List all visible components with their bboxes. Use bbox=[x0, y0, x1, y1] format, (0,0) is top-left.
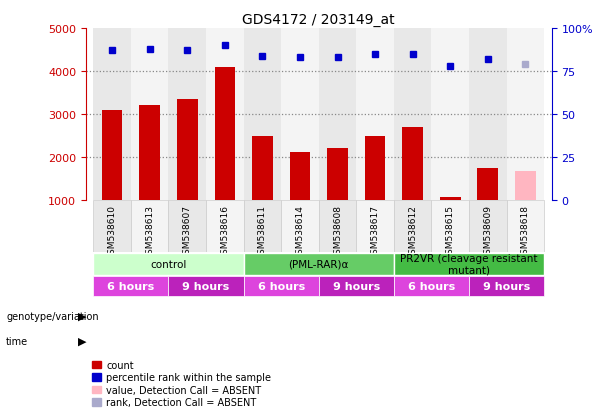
Text: 6 hours: 6 hours bbox=[408, 282, 455, 292]
Bar bbox=[139, 105, 160, 201]
Bar bbox=[252, 137, 273, 201]
Bar bbox=[432, 29, 469, 201]
Text: GSM538618: GSM538618 bbox=[521, 205, 530, 259]
Bar bbox=[402, 128, 423, 201]
Bar bbox=[365, 137, 386, 201]
FancyBboxPatch shape bbox=[394, 277, 469, 297]
Text: ▶: ▶ bbox=[78, 311, 87, 321]
FancyBboxPatch shape bbox=[243, 277, 319, 297]
Legend: count, percentile rank within the sample, value, Detection Call = ABSENT, rank, : count, percentile rank within the sample… bbox=[91, 359, 272, 408]
Text: ▶: ▶ bbox=[78, 336, 87, 346]
FancyBboxPatch shape bbox=[506, 201, 544, 253]
Bar bbox=[290, 152, 310, 201]
Text: GSM538612: GSM538612 bbox=[408, 205, 417, 259]
Text: GSM538616: GSM538616 bbox=[220, 205, 229, 259]
FancyBboxPatch shape bbox=[243, 201, 281, 253]
Text: GSM538609: GSM538609 bbox=[483, 205, 492, 259]
FancyBboxPatch shape bbox=[243, 253, 394, 275]
Text: GSM538614: GSM538614 bbox=[295, 205, 305, 259]
FancyBboxPatch shape bbox=[169, 277, 243, 297]
Bar bbox=[169, 29, 206, 201]
Text: GSM538610: GSM538610 bbox=[108, 205, 116, 259]
Bar bbox=[356, 29, 394, 201]
FancyBboxPatch shape bbox=[281, 201, 319, 253]
Bar bbox=[440, 198, 460, 201]
Bar bbox=[319, 29, 356, 201]
FancyBboxPatch shape bbox=[469, 277, 544, 297]
FancyBboxPatch shape bbox=[319, 277, 394, 297]
Bar bbox=[206, 29, 243, 201]
Bar bbox=[515, 171, 536, 201]
Bar bbox=[469, 29, 506, 201]
Text: 9 hours: 9 hours bbox=[183, 282, 230, 292]
FancyBboxPatch shape bbox=[93, 253, 243, 275]
Bar bbox=[102, 110, 123, 201]
FancyBboxPatch shape bbox=[319, 201, 356, 253]
Bar bbox=[243, 29, 281, 201]
Text: PR2VR (cleavage resistant
mutant): PR2VR (cleavage resistant mutant) bbox=[400, 254, 538, 275]
FancyBboxPatch shape bbox=[169, 201, 206, 253]
Text: (PML-RAR)α: (PML-RAR)α bbox=[289, 259, 349, 269]
FancyBboxPatch shape bbox=[206, 201, 243, 253]
Bar bbox=[506, 29, 544, 201]
Bar bbox=[327, 149, 348, 201]
Text: 9 hours: 9 hours bbox=[333, 282, 380, 292]
FancyBboxPatch shape bbox=[93, 277, 169, 297]
Text: GSM538607: GSM538607 bbox=[183, 205, 192, 259]
Text: 9 hours: 9 hours bbox=[483, 282, 530, 292]
Bar bbox=[478, 169, 498, 201]
Bar bbox=[93, 29, 131, 201]
Text: GSM538613: GSM538613 bbox=[145, 205, 154, 259]
Text: GSM538615: GSM538615 bbox=[446, 205, 455, 259]
Bar bbox=[177, 100, 197, 201]
Text: GSM538608: GSM538608 bbox=[333, 205, 342, 259]
FancyBboxPatch shape bbox=[356, 201, 394, 253]
FancyBboxPatch shape bbox=[394, 253, 544, 275]
FancyBboxPatch shape bbox=[469, 201, 506, 253]
FancyBboxPatch shape bbox=[131, 201, 169, 253]
Text: control: control bbox=[150, 259, 187, 269]
Text: genotype/variation: genotype/variation bbox=[6, 311, 99, 321]
Text: GSM538611: GSM538611 bbox=[258, 205, 267, 259]
FancyBboxPatch shape bbox=[432, 201, 469, 253]
FancyBboxPatch shape bbox=[93, 201, 131, 253]
Bar bbox=[394, 29, 432, 201]
Text: time: time bbox=[6, 336, 28, 346]
Bar bbox=[281, 29, 319, 201]
Title: GDS4172 / 203149_at: GDS4172 / 203149_at bbox=[243, 12, 395, 26]
Text: 6 hours: 6 hours bbox=[107, 282, 154, 292]
Bar bbox=[131, 29, 169, 201]
FancyBboxPatch shape bbox=[394, 201, 432, 253]
Text: GSM538617: GSM538617 bbox=[371, 205, 379, 259]
Bar bbox=[215, 67, 235, 201]
Text: 6 hours: 6 hours bbox=[257, 282, 305, 292]
